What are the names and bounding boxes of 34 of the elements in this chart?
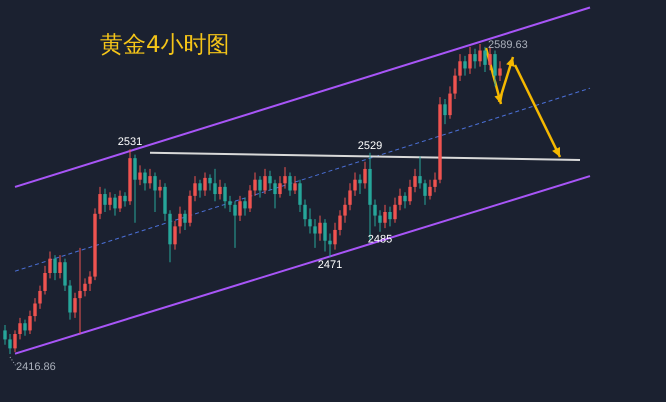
annotation: 2416.86 — [16, 361, 56, 373]
candlestick — [228, 195, 232, 212]
candlestick — [18, 317, 22, 340]
annotation: 2471 — [318, 258, 342, 271]
candlestick — [208, 174, 212, 191]
candlestick — [383, 204, 387, 229]
candlestick — [433, 172, 437, 193]
candlestick — [283, 166, 287, 190]
candlestick — [268, 170, 272, 191]
title: 黄金4小时图 — [100, 32, 230, 58]
candlestick — [108, 192, 112, 211]
annotation: 2529 — [358, 140, 382, 152]
candlestick — [243, 197, 247, 216]
annotation: 2531 — [118, 136, 142, 148]
candlestick — [378, 210, 382, 232]
candlestick — [58, 254, 62, 279]
candlestick — [358, 174, 362, 195]
candlestick — [143, 168, 147, 191]
candlestick — [148, 168, 152, 190]
candlestick — [98, 186, 102, 220]
candlestick — [478, 44, 482, 68]
candlestick — [113, 194, 117, 216]
candlestick — [473, 48, 477, 69]
candlestick — [413, 168, 417, 193]
candlestick — [418, 156, 422, 190]
candlestick — [23, 319, 27, 336]
candlestick — [253, 172, 257, 196]
annotation: 2589.63 — [488, 39, 528, 51]
candlestick — [328, 233, 332, 258]
candlestick — [258, 176, 262, 198]
candlestick — [103, 188, 107, 212]
candlestick — [88, 270, 92, 292]
candlestick — [308, 208, 312, 234]
candlestick — [353, 172, 357, 196]
